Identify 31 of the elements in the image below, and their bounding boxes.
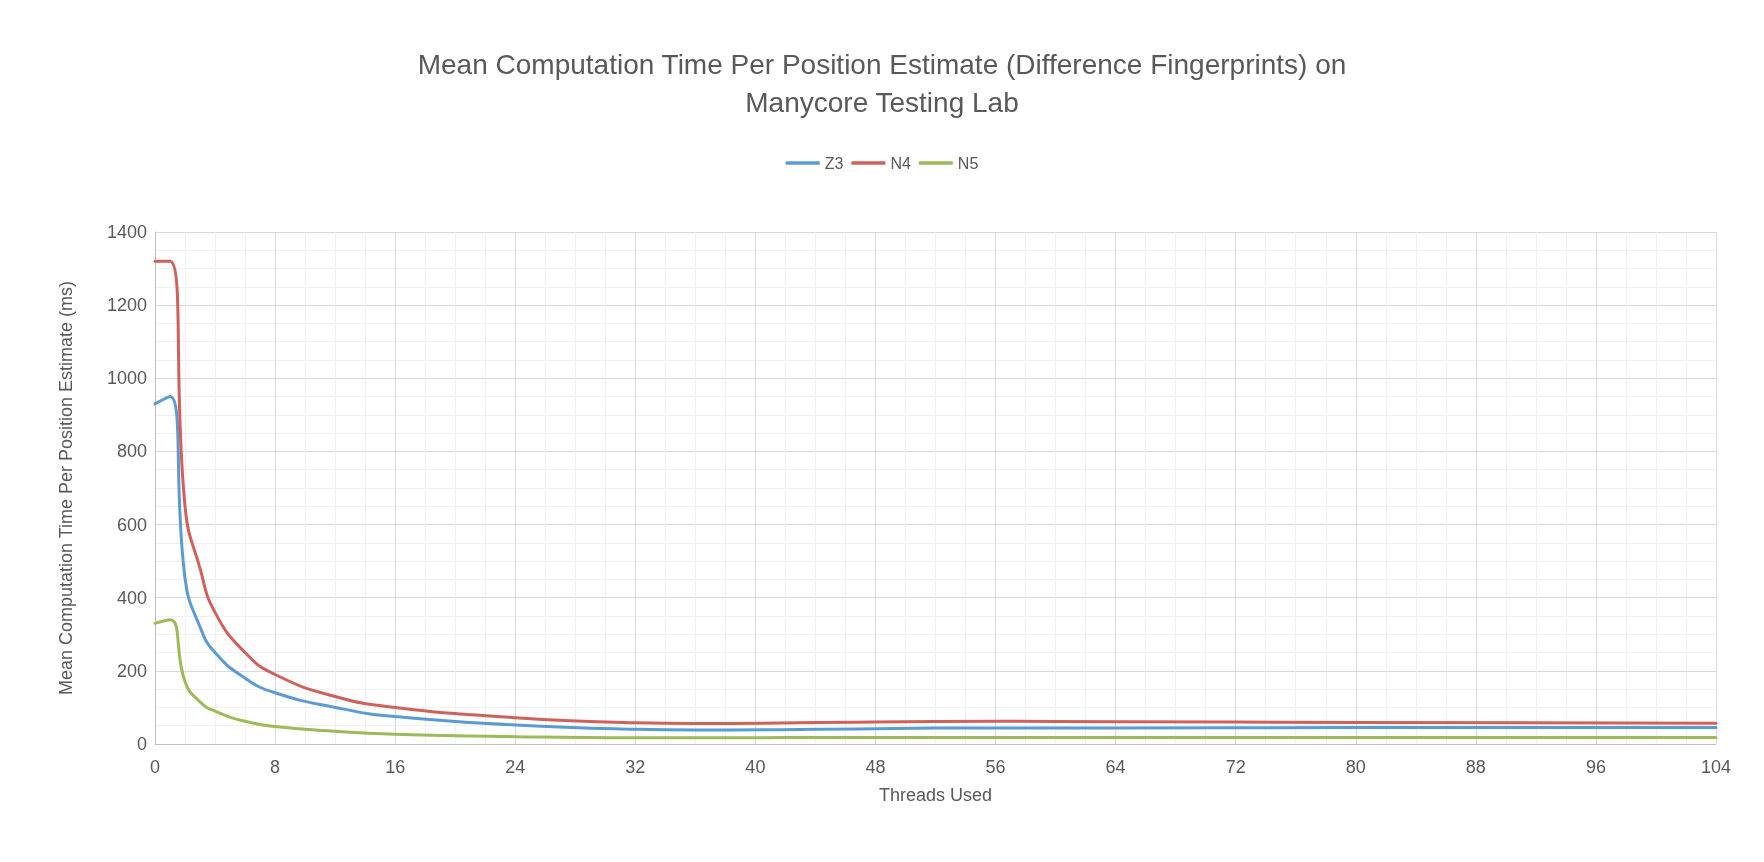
line-series — [153, 259, 1718, 726]
x-axis-title: Threads Used — [878, 785, 993, 805]
y-axis-title: Mean Computation Time Per Position Estimate (ms) — [56, 280, 76, 696]
y-tick-label: 600 — [116, 514, 147, 535]
x-tick-label: 104 — [1700, 757, 1732, 777]
x-tick-label: 72 — [1225, 757, 1246, 777]
x-tick-label: 80 — [1345, 757, 1366, 777]
y-tick-label: 400 — [116, 587, 147, 608]
y-tick-label: 0 — [136, 734, 147, 754]
legend-label: N5 — [957, 154, 979, 172]
legend-label: N4 — [890, 154, 911, 172]
y-tick-label: 1400 — [106, 222, 147, 242]
x-tick-label: 64 — [1105, 757, 1126, 777]
x-tick-label: 24 — [505, 757, 526, 777]
legend-label: Z3 — [824, 154, 844, 172]
x-tick-label: 56 — [985, 757, 1006, 777]
x-tick-label: 48 — [865, 757, 886, 777]
x-tick-label: 0 — [149, 757, 161, 777]
y-tick-label: 1000 — [106, 368, 147, 389]
y-tick-label: 800 — [116, 441, 147, 462]
x-tick-label: 96 — [1585, 757, 1606, 777]
line-series — [153, 395, 1718, 732]
x-tick-label: 16 — [385, 757, 406, 777]
x-tick-label: 32 — [625, 757, 646, 777]
x-tick-label: 40 — [745, 757, 766, 777]
x-tick-label: 8 — [270, 757, 281, 777]
y-tick-label: 1200 — [106, 295, 147, 316]
x-tick-label: 88 — [1465, 757, 1486, 777]
line-series — [153, 618, 1718, 740]
y-tick-label: 200 — [116, 660, 147, 681]
chart-title: Mean Computation Time Per Position Estimate (Difference Fingerprints) on Manycore Testing Lab — [417, 48, 1347, 118]
